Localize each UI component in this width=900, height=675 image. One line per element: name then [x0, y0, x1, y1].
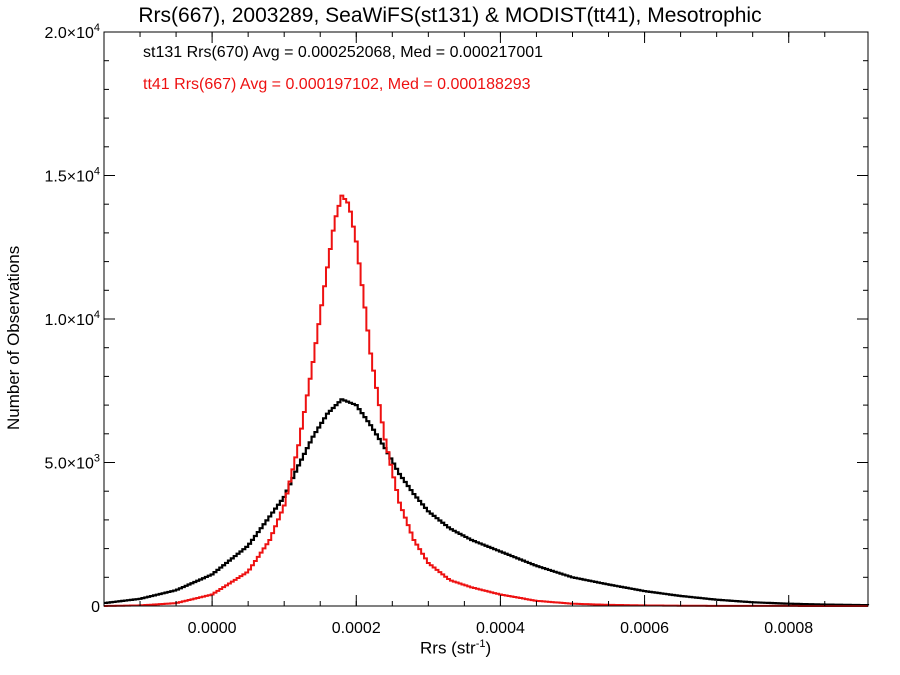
x-tick-label-2: 0.0004: [476, 620, 525, 637]
y-tick-label-0: 0: [91, 599, 100, 616]
chart-title: Rrs(667), 2003289, SeaWiFS(st131) & MODI…: [138, 4, 762, 27]
annotation-st131-stats: st131 Rrs(670) Avg = 0.000252068, Med = …: [143, 44, 544, 61]
y-tick-label-4: 2.0×104: [44, 22, 100, 42]
y-tick-label-3: 1.5×104: [44, 166, 100, 186]
plot-frame: [103, 31, 869, 607]
annotation-tt41-stats: tt41 Rrs(667) Avg = 0.000197102, Med = 0…: [143, 76, 531, 93]
x-axis-label: Rrs (str-1): [420, 638, 492, 658]
y-tick-label-1: 5.0×103: [44, 453, 100, 473]
x-tick-label-3: 0.0006: [620, 620, 669, 637]
series-line-1: [104, 194, 868, 607]
x-tick-label-0: 0.0000: [188, 620, 237, 637]
y-tick-label-2: 1.0×104: [44, 309, 100, 329]
x-tick-label-1: 0.0002: [332, 620, 381, 637]
y-axis-label: Number of Observations: [4, 245, 23, 430]
series-line-0: [104, 398, 870, 607]
x-tick-label-4: 0.0008: [764, 620, 813, 637]
